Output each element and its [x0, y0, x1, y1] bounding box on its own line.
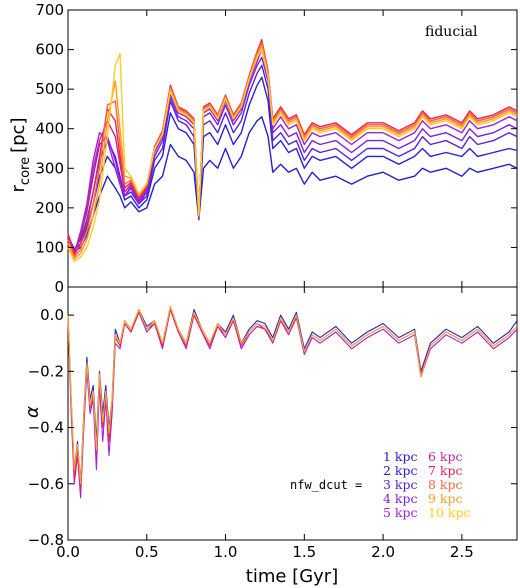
legend-entry: 4 kpc [383, 491, 418, 506]
top-series-7 [67, 39, 518, 257]
top-series-6 [67, 41, 518, 255]
bottom-ytick-label: −0.6 [28, 475, 64, 493]
xtick-label: 1.0 [214, 543, 238, 561]
bottom-series-4 [67, 306, 518, 485]
xtick-label: 2.5 [450, 543, 474, 561]
legend-entry: 2 kpc [383, 463, 418, 478]
legend-title: nfw_dcut = [290, 478, 362, 492]
top-ytick-label: 700 [35, 1, 64, 19]
xtick-label: 0.5 [135, 543, 159, 561]
top-ytick-label: 300 [35, 159, 64, 177]
top-ytick-label: 400 [35, 120, 64, 138]
legend-entry: 1 kpc [383, 449, 418, 464]
top-ylabel-sub: core [18, 157, 33, 185]
legend-entry: 6 kpc [428, 449, 463, 464]
legend-entry: 5 kpc [383, 505, 418, 520]
legend-entry: 10 kpc [428, 505, 470, 520]
top-series-2 [67, 76, 518, 251]
legend-entry: 8 kpc [428, 477, 463, 492]
bottom-panel: −0.8 −0.6 −0.4 −0.2 0.0 0.0 0.5 1.0 1.5 2.0 2.5 t… [22, 286, 518, 587]
top-ytick-label: 0 [54, 278, 64, 296]
top-ytick-label: 200 [35, 199, 64, 217]
top-series-1 [67, 116, 518, 253]
bottom-axes-frame [67, 286, 518, 541]
top-xticks [67, 10, 463, 287]
top-series-3 [67, 64, 518, 251]
top-series-5 [67, 48, 518, 255]
xtick-label: 0.0 [56, 543, 80, 561]
top-series-group [67, 39, 518, 262]
top-ylabel-unit: [pc] [8, 118, 29, 153]
bottom-ytick-label: 0.0 [40, 306, 64, 324]
top-axes-frame [67, 9, 518, 288]
top-ylabel: rcore [pc] [8, 118, 33, 193]
bottom-xticks: 0.0 0.5 1.0 1.5 2.0 2.5 [56, 287, 474, 561]
legend-entry: 7 kpc [428, 463, 463, 478]
bottom-ylabel: α [22, 406, 43, 418]
xtick-label: 2.0 [371, 543, 395, 561]
bottom-series-group [67, 306, 518, 499]
top-series-4 [67, 56, 518, 253]
top-ytick-label: 100 [35, 238, 64, 256]
bottom-ytick-label: −0.2 [28, 362, 64, 380]
top-series-10 [67, 48, 518, 262]
bottom-ytick-label: −0.8 [28, 531, 64, 549]
bottom-ytick-label: −0.4 [28, 419, 64, 437]
xtick-label: 1.5 [292, 543, 316, 561]
top-yticks: 0 100 200 300 400 500 600 700 [35, 1, 517, 296]
legend-entry: 3 kpc [383, 477, 418, 492]
top-ylabel-main: r [8, 184, 29, 192]
top-ytick-label: 500 [35, 80, 64, 98]
top-ytick-label: 600 [35, 41, 64, 59]
bottom-xlabel: time [Gyr] [246, 566, 338, 587]
top-series-9 [67, 44, 518, 260]
top-panel: 0 100 200 300 400 500 600 700 fiducial rcore [pc… [8, 1, 518, 296]
bottom-yticks: −0.8 −0.6 −0.4 −0.2 0.0 [28, 306, 517, 549]
legend-entry: 9 kpc [428, 491, 463, 506]
annotation-fiducial: fiducial [425, 24, 478, 40]
